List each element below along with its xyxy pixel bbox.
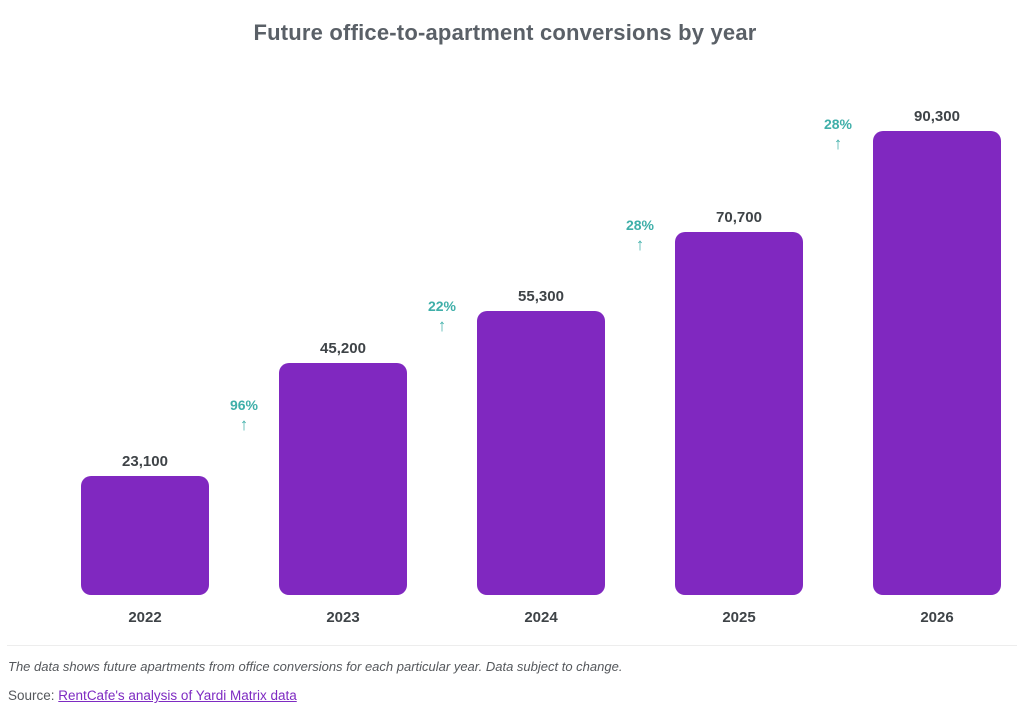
growth-arrow-icon: ↑ [635,235,645,254]
source-label: Source: [8,688,55,703]
growth-label-group: 28% ↑ [811,116,865,153]
chart-title: Future office-to-apartment conversions b… [253,20,757,45]
bar-2024 [477,311,605,595]
growth-arrow-icon: ↑ [239,415,249,434]
bar-value-label: 55,300 [518,288,564,305]
growth-arrow-icon: ↑ [437,316,447,335]
bar-value-label: 90,300 [914,108,960,125]
x-axis-label-2026: 2026 [920,609,954,626]
x-axis-label-2025: 2025 [722,609,756,626]
bar-2022 [81,476,209,595]
x-axis-label-2022: 2022 [128,609,162,626]
source-link[interactable]: RentCafe's analysis of Yardi Matrix data [58,688,297,703]
bar-value-label: 70,700 [716,209,762,226]
growth-label-group: 96% ↑ [217,397,271,434]
bar-value-label: 23,100 [122,453,168,470]
x-axis-label-2024: 2024 [524,609,558,626]
growth-arrow-icon: ↑ [833,134,843,153]
footnote: The data shows future apartments from of… [8,659,623,674]
x-axis-label-2023: 2023 [326,609,360,626]
growth-percent-label: 96% [229,397,259,413]
bar-2023 [279,363,407,595]
bar-2026 [873,131,1001,595]
source-line: Source: RentCafe's analysis of Yardi Mat… [8,688,297,703]
bar-value-label: 45,200 [320,340,366,357]
growth-percent-label: 28% [625,217,655,233]
growth-label-group: 22% ↑ [415,298,469,335]
bar-2025 [675,232,803,595]
footer-divider [7,645,1017,646]
growth-percent-label: 22% [427,298,457,314]
growth-percent-label: 28% [823,116,853,132]
growth-label-group: 28% ↑ [613,217,667,254]
